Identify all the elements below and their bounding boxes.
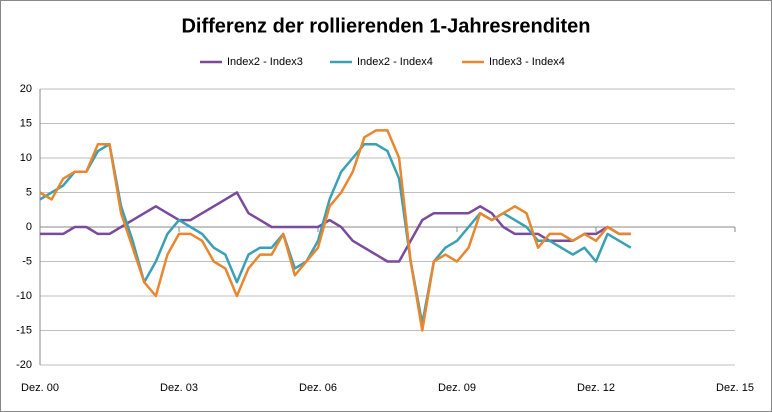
y-tick-label: -15 bbox=[16, 324, 32, 336]
y-tick-label: -10 bbox=[16, 290, 32, 302]
y-tick-label: 15 bbox=[20, 117, 32, 129]
x-tick-label: Dez. 09 bbox=[438, 382, 476, 394]
series-line bbox=[39, 129, 631, 332]
y-tick-label: -5 bbox=[22, 255, 32, 267]
x-tick-label: Dez. 06 bbox=[299, 382, 337, 394]
x-tick-label: Dez. 15 bbox=[716, 382, 754, 394]
y-tick-label: 20 bbox=[20, 83, 32, 95]
x-tick-label: Dez. 03 bbox=[160, 382, 198, 394]
legend-label: Index2 - Index4 bbox=[357, 56, 433, 68]
x-tick-label: Dez. 12 bbox=[577, 382, 615, 394]
x-tick-label: Dez. 00 bbox=[21, 382, 59, 394]
legend-label: Index3 - Index4 bbox=[489, 56, 565, 68]
y-tick-label: -20 bbox=[16, 359, 32, 371]
legend: Index2 - Index3 Index2 - Index4 Index3 - I… bbox=[200, 56, 565, 68]
legend-label: Index2 - Index3 bbox=[227, 56, 303, 68]
y-tick-label: 0 bbox=[26, 221, 32, 233]
y-tick-label: 10 bbox=[20, 152, 32, 164]
y-tick-label: 5 bbox=[26, 186, 32, 198]
chart-title: Differenz der rollierenden 1-Jahresrendi… bbox=[181, 15, 590, 37]
